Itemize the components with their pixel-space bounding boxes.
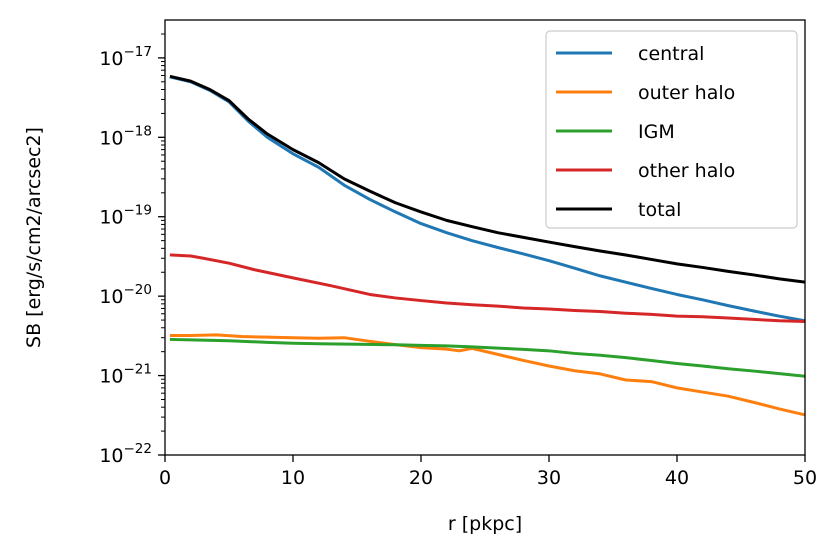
series-line-central (169, 75, 805, 323)
y-tick-label: 10−20 (99, 282, 152, 308)
plot-frame (164, 19, 806, 456)
legend-label: outer halo (638, 82, 735, 104)
y-tick-label: 10−17 (99, 44, 152, 70)
series-line-other-halo (169, 253, 805, 323)
x-tick-label: 30 (537, 467, 561, 489)
y-tick-label: 10−21 (99, 362, 152, 388)
x-tick-label: 50 (793, 467, 817, 489)
x-tick-label: 20 (409, 467, 433, 489)
legend-label: other halo (638, 160, 735, 182)
series-line-total (169, 74, 805, 284)
legend-label: IGM (638, 121, 675, 143)
x-axis-label: r [pkpc] (448, 513, 522, 535)
y-tick-label: 10−22 (99, 441, 152, 467)
series-layer (169, 74, 805, 417)
x-tick-label: 0 (159, 467, 171, 489)
y-tick-label: 10−18 (99, 123, 152, 149)
x-tick-label: 40 (665, 467, 689, 489)
y-axis-label: SB [erg/s/cm2/arcsec2] (23, 127, 45, 348)
legend-box (545, 30, 798, 229)
x-tick-label: 10 (281, 467, 305, 489)
ticks-layer: 0 10 20 30 40 50 10−22 10−21 10−20 10−19 10−18 10−1… (99, 33, 817, 489)
legend-label: central (638, 43, 704, 65)
legend-label: total (638, 199, 681, 221)
y-tick-label: 10−19 (99, 203, 152, 229)
legend: central outer halo IGM other halo total (545, 30, 798, 229)
series-line-igm (169, 337, 805, 378)
series-line-outer-halo (169, 333, 805, 417)
